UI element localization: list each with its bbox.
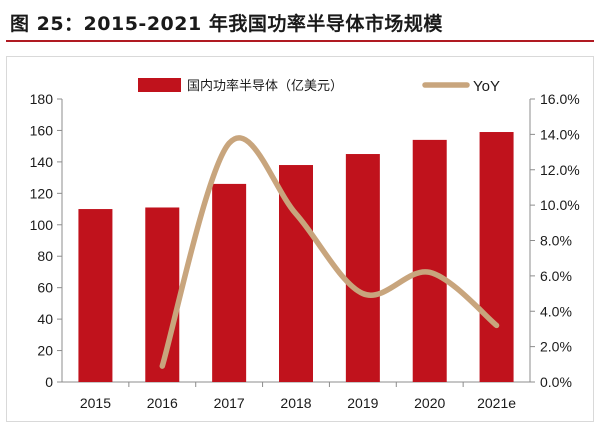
x-tick-label: 2019 bbox=[347, 395, 378, 411]
y-left-tick-label: 20 bbox=[37, 343, 53, 359]
x-tick-label: 2016 bbox=[147, 395, 178, 411]
legend-bar-label: 国内功率半导体（亿美元） bbox=[187, 78, 343, 93]
legend-line-label: YoY bbox=[473, 78, 500, 95]
y-right-tick-label: 2.0% bbox=[540, 339, 572, 355]
y-left-tick-label: 140 bbox=[30, 154, 54, 170]
bar-2021e bbox=[479, 132, 514, 382]
figure-title-bar: 图 25：2015-2021 年我国功率半导体市场规模 bbox=[0, 0, 600, 44]
y-left-tick-label: 80 bbox=[37, 248, 53, 264]
yoy-line-series bbox=[159, 135, 500, 369]
bar-series bbox=[78, 132, 514, 382]
figure-title: 图 25：2015-2021 年我国功率半导体市场规模 bbox=[10, 13, 443, 35]
title-underline bbox=[6, 40, 594, 42]
x-tick-label: 2015 bbox=[80, 395, 111, 411]
x-tick-label: 2020 bbox=[414, 395, 445, 411]
y-right-tick-label: 0.0% bbox=[540, 374, 572, 390]
y-right-tick-label: 16.0% bbox=[540, 91, 580, 107]
bar-2015 bbox=[78, 209, 113, 382]
x-tick-label: 2017 bbox=[214, 395, 245, 411]
y-right-tick-label: 12.0% bbox=[540, 162, 580, 178]
y-left-tick-label: 160 bbox=[30, 122, 54, 138]
y-left-tick-label: 100 bbox=[30, 217, 54, 233]
y-left-tick-label: 0 bbox=[45, 374, 53, 390]
y-left-tick-label: 120 bbox=[30, 185, 54, 201]
x-tick-label: 2018 bbox=[280, 395, 311, 411]
bar-2016 bbox=[145, 207, 180, 382]
y-left-tick-label: 60 bbox=[37, 280, 53, 296]
legend-bar-swatch bbox=[138, 78, 181, 92]
y-right-tick-label: 8.0% bbox=[540, 233, 572, 249]
y-left-tick-label: 40 bbox=[37, 311, 53, 327]
y-right-tick-label: 4.0% bbox=[540, 303, 572, 319]
y-right-tick-label: 10.0% bbox=[540, 197, 580, 213]
y-left-tick-label: 180 bbox=[30, 91, 54, 107]
x-tick-label: 2021e bbox=[477, 395, 516, 411]
y-right-tick-label: 6.0% bbox=[540, 268, 572, 284]
bar-2019 bbox=[345, 154, 380, 382]
bar-2020 bbox=[412, 139, 447, 382]
chart-frame bbox=[6, 56, 594, 422]
bar-2017 bbox=[212, 183, 247, 382]
chart-legend: 国内功率半导体（亿美元） YoY bbox=[138, 78, 500, 95]
y-right-tick-label: 14.0% bbox=[540, 126, 580, 142]
chart-axes: 0 20 40 60 80 100 120 140 160 180 0.0% 2.0% 4.0% 6.0%… bbox=[30, 91, 580, 411]
